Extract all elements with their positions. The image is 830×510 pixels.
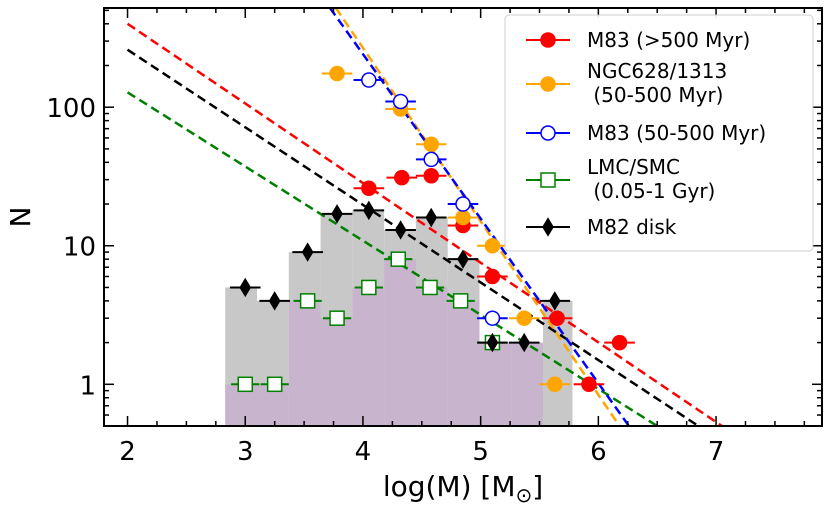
- fit-line: [126, 48, 700, 426]
- legend-marker: [542, 217, 554, 237]
- data-point: [423, 168, 439, 184]
- y-axis-label: N: [4, 207, 37, 228]
- legend-label: M82 disk: [587, 215, 677, 239]
- data-point: [457, 249, 469, 269]
- data-point: [518, 332, 531, 353]
- data-point: [547, 376, 563, 393]
- data-point: [299, 293, 316, 309]
- legend-marker: [540, 32, 556, 48]
- fit-line: [126, 22, 723, 426]
- hist-bar: [352, 287, 385, 426]
- hist-bar: [479, 342, 512, 426]
- data-point: [268, 291, 281, 311]
- data-point: [329, 65, 345, 82]
- legend-marker: [540, 76, 556, 92]
- data-point: [452, 293, 469, 309]
- x-tick-label: 5: [472, 437, 489, 467]
- data-point: [455, 209, 471, 226]
- data-point: [301, 242, 314, 262]
- data-point: [484, 310, 501, 326]
- x-tick-label: 3: [237, 437, 254, 467]
- x-tick-label: 6: [590, 437, 607, 467]
- data-point: [390, 251, 407, 267]
- x-tick-label: 4: [355, 437, 372, 467]
- data-point: [611, 334, 628, 351]
- data-point: [422, 279, 438, 296]
- data-point: [394, 169, 410, 186]
- data-point: [425, 207, 438, 228]
- legend-label: M83 (>500 Myr): [587, 28, 750, 52]
- x-axis-label: log(M) [M⊙]: [383, 470, 543, 507]
- fit-line: [328, 8, 630, 426]
- data-point: [549, 310, 565, 326]
- data-points-layer: [229, 65, 635, 393]
- hist-bar: [320, 318, 353, 426]
- hist-bar: [447, 300, 480, 426]
- legend: M83 (>500 Myr) NGC628/1313 (50-500 Myr) M8…: [504, 14, 814, 252]
- hist-bar: [288, 300, 321, 426]
- data-point: [392, 93, 409, 110]
- legend-marker: [540, 172, 556, 188]
- data-point: [361, 180, 377, 197]
- data-point: [239, 277, 252, 298]
- data-point: [394, 220, 407, 240]
- data-point: [455, 196, 471, 212]
- legend-label: LMC/SMC (0.05-1 Gyr): [587, 155, 715, 203]
- plot-frame: [103, 7, 823, 427]
- legend-label: NGC628/1313 (50-500 Myr): [587, 59, 727, 107]
- legend-marker: [540, 125, 556, 141]
- data-point: [484, 237, 501, 254]
- hist-bar: [511, 342, 544, 426]
- data-point: [363, 200, 375, 221]
- x-tick-label: 7: [708, 437, 725, 467]
- hist-bar: [384, 259, 416, 426]
- data-point: [486, 332, 499, 353]
- histogram-layer: [225, 210, 573, 426]
- legend-label: M83 (50-500 Myr): [587, 121, 766, 145]
- data-point: [237, 376, 253, 393]
- legend-box: [504, 14, 814, 252]
- y-tick-label: 100: [46, 94, 96, 124]
- data-point: [361, 279, 377, 296]
- data-point: [329, 310, 345, 326]
- data-point: [361, 72, 377, 88]
- data-point: [581, 376, 597, 393]
- data-point: [516, 310, 532, 326]
- y-tick-label: 1: [79, 371, 96, 401]
- axis-ticks: 2 3 4 5 6 7 1 10 100: [46, 8, 822, 467]
- data-point: [331, 204, 343, 224]
- data-point: [423, 136, 439, 153]
- hist-bar: [415, 287, 448, 426]
- data-point: [423, 151, 439, 168]
- x-tick-label: 2: [119, 437, 136, 467]
- y-tick-label: 10: [63, 233, 96, 263]
- data-point: [548, 291, 561, 311]
- data-point: [266, 376, 283, 393]
- data-point: [484, 268, 501, 285]
